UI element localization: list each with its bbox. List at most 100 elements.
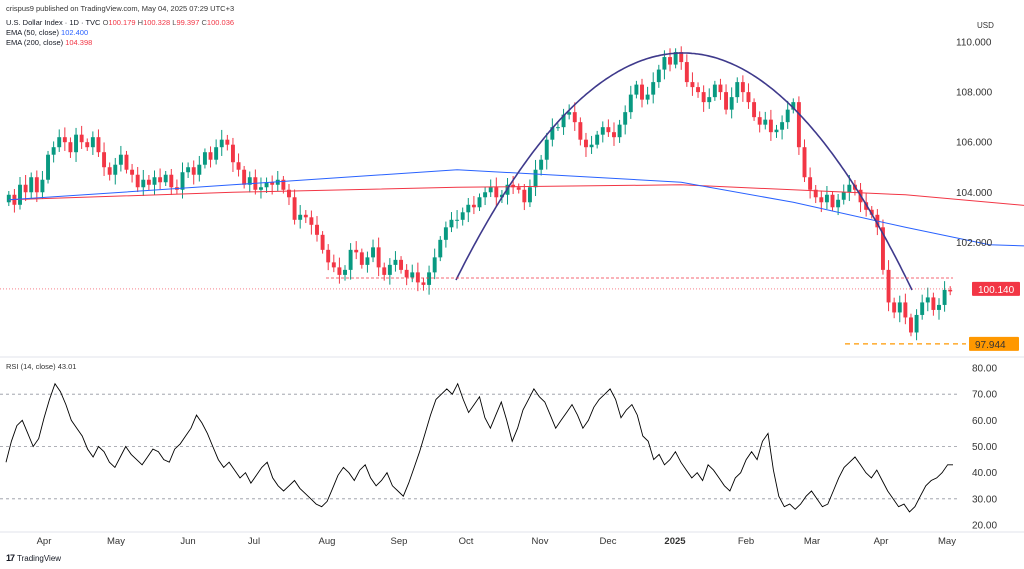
candle — [107, 162, 112, 181]
tradingview-logo[interactable]: 17 TradingView — [6, 553, 61, 563]
candle — [421, 277, 426, 291]
current-price-tag — [972, 281, 1020, 296]
candle — [471, 196, 476, 215]
candle — [634, 80, 639, 99]
candle — [376, 237, 381, 277]
candle-body — [544, 139, 549, 160]
candle-body — [455, 219, 460, 221]
candle — [163, 170, 168, 187]
candle-body — [903, 302, 908, 318]
candle — [85, 138, 90, 151]
candle-body — [550, 127, 555, 140]
candle — [488, 179, 493, 198]
candle-body — [920, 302, 925, 315]
candle — [18, 176, 22, 210]
candle-body — [287, 189, 291, 198]
candle — [640, 78, 644, 108]
candle — [393, 251, 398, 272]
candle-body — [606, 127, 611, 133]
candle — [897, 295, 902, 323]
candle — [544, 132, 549, 170]
candle-body — [46, 154, 50, 180]
candle — [623, 105, 628, 135]
candle-body — [679, 52, 684, 63]
candle — [410, 264, 415, 283]
candle — [46, 150, 50, 184]
candle — [253, 169, 258, 195]
month-label: Oct — [459, 536, 474, 547]
candle-body — [752, 102, 757, 118]
price-tick-label: 106.000 — [956, 138, 993, 149]
candle — [180, 162, 185, 199]
candle-body — [785, 109, 790, 123]
candle — [225, 134, 230, 151]
candle — [690, 72, 695, 96]
candle-body — [555, 127, 560, 129]
candle-body — [768, 119, 773, 133]
candle — [937, 298, 941, 320]
month-label: Feb — [738, 536, 754, 547]
candle-body — [208, 152, 213, 160]
candle-body — [522, 189, 527, 203]
candle-body — [303, 214, 308, 218]
candle-body — [634, 84, 639, 95]
candle-body — [443, 227, 448, 240]
candle — [791, 98, 796, 114]
candles-layer — [6, 46, 953, 341]
candle — [303, 210, 308, 224]
price-tick-label: 108.000 — [956, 88, 993, 99]
candle — [387, 258, 392, 285]
candle-body — [774, 129, 779, 133]
rsi-tick-label: 60.00 — [972, 416, 997, 427]
candle-body — [645, 94, 650, 100]
candle-body — [824, 194, 829, 203]
month-label: Apr — [874, 536, 889, 547]
candle-body — [740, 82, 745, 93]
candle-body — [152, 177, 157, 185]
currency-label: USD — [977, 21, 994, 30]
low-label: L — [172, 18, 177, 27]
candle — [925, 287, 930, 312]
candle — [292, 189, 297, 225]
price-tick-label: 110.000 — [956, 38, 992, 49]
candle — [567, 104, 572, 120]
candle-body — [62, 137, 67, 143]
candle — [628, 85, 633, 119]
candle-body — [578, 122, 583, 140]
candle — [785, 100, 790, 129]
month-label: 2025 — [664, 536, 686, 547]
candle-body — [421, 282, 426, 285]
candle-body — [90, 137, 95, 148]
candle-body — [85, 142, 90, 148]
candle-body — [589, 144, 594, 148]
candle-body — [326, 249, 331, 263]
candle-body — [651, 82, 656, 95]
candle — [712, 80, 717, 101]
high-label: H — [137, 18, 144, 27]
candle — [684, 54, 689, 87]
publisher-line: crispus9 published on TradingView.com, M… — [6, 4, 235, 13]
candle — [158, 168, 163, 190]
close-label: C — [201, 18, 207, 27]
candle-body — [735, 82, 740, 98]
candle-body — [365, 257, 370, 265]
candle-body — [516, 187, 521, 190]
candle — [522, 184, 527, 211]
candle — [466, 198, 471, 223]
candle — [455, 210, 460, 229]
candle — [483, 186, 488, 206]
candle — [757, 111, 762, 133]
time-axis: Apr May Jun Jul Aug Sep Oct Nov Dec 2025 Feb Mar Apr… — [37, 536, 957, 547]
candle — [600, 121, 605, 143]
candle-body — [819, 197, 824, 203]
candle — [74, 127, 79, 162]
candle-body — [343, 269, 347, 275]
candle-body — [315, 224, 319, 235]
candle-body — [757, 117, 762, 125]
candle-body — [34, 177, 39, 193]
candle-body — [331, 262, 336, 268]
candle-body — [937, 304, 941, 310]
ema50-line — [8, 169, 1024, 247]
candle — [141, 169, 146, 197]
